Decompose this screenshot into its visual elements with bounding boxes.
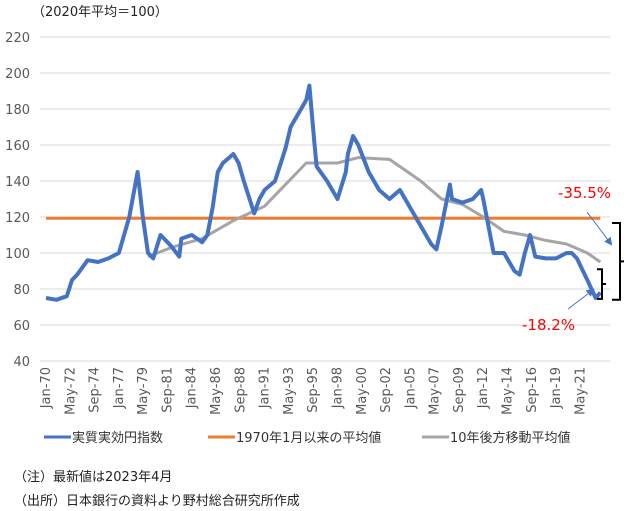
- x-tick-label: May-79: [136, 367, 151, 415]
- x-tick-label: Jan-19: [549, 367, 564, 409]
- arrow-35: [586, 211, 613, 246]
- annotation-35: -35.5%: [558, 184, 611, 202]
- x-tick-label: Jan-12: [476, 367, 491, 409]
- y-tick-label: 60: [13, 319, 30, 334]
- y-tick-label: 40: [13, 355, 30, 370]
- x-tick-label: May-07: [428, 367, 443, 415]
- y-tick-label: 200: [5, 67, 30, 82]
- x-tick-label: Sep-74: [88, 367, 103, 413]
- legend-label-0: 実質実効円指数: [72, 430, 163, 446]
- x-tick-label: Jan-91: [258, 367, 273, 409]
- note-latest: （注）最新値は2023年4月: [14, 470, 173, 485]
- note-source: （出所）日本銀行の資料より野村総合研究所作成: [14, 494, 300, 509]
- x-tick-label: May-93: [282, 367, 297, 415]
- x-tick-label: May-21: [573, 367, 588, 415]
- x-tick-label: Sep-81: [160, 367, 175, 413]
- x-tick-label: Sep-16: [525, 367, 540, 413]
- x-tick-label: Jan-70: [39, 367, 54, 409]
- arrow-18: [567, 288, 595, 310]
- y-tick-label: 180: [5, 103, 30, 118]
- x-tick-label: Sep-88: [233, 367, 248, 413]
- x-tick-label: Sep-95: [306, 367, 321, 413]
- series-line-2: [147, 156, 602, 264]
- series-line-0: [45, 83, 602, 302]
- bracket-18: [597, 268, 606, 300]
- y-tick-label: 220: [5, 31, 30, 46]
- x-tick-label: Jan-84: [185, 367, 200, 409]
- y-tick-label: 160: [5, 139, 30, 154]
- annotation-18: -18.2%: [522, 316, 575, 334]
- x-tick-label: Sep-02: [379, 367, 394, 413]
- y-tick-label: 100: [5, 247, 30, 262]
- x-tick-label: May-72: [63, 367, 78, 415]
- legend-label-1: 1970年1月以来の平均値: [236, 430, 381, 446]
- y-tick-label: 140: [5, 175, 30, 190]
- x-tick-label: May-86: [209, 367, 224, 415]
- y-tick-label: 120: [5, 211, 30, 226]
- bracket-35: [612, 221, 624, 301]
- x-tick-label: May-00: [355, 367, 370, 415]
- x-tick-label: May-14: [501, 367, 516, 415]
- x-tick-label: Jan-05: [403, 367, 418, 409]
- x-tick-label: Jan-77: [112, 367, 127, 409]
- y-tick-label: 80: [13, 283, 30, 298]
- x-tick-label: Sep-09: [452, 367, 467, 413]
- unit-label: （2020年平均＝100）: [32, 5, 168, 20]
- x-tick-label: Jan-98: [330, 367, 345, 409]
- legend-label-2: 10年後方移動平均値: [450, 430, 571, 446]
